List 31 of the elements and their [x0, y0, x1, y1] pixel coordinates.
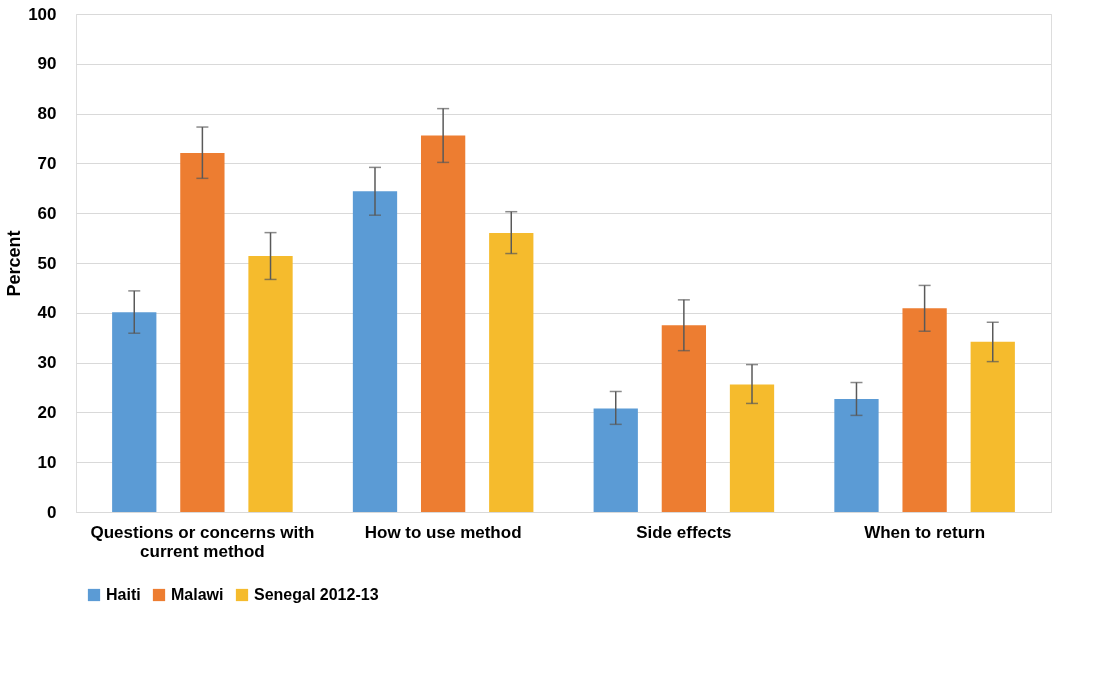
- y-axis-title: Percent: [4, 230, 25, 297]
- bar: [489, 233, 534, 512]
- legend-label: Haiti: [106, 586, 141, 603]
- bar: [970, 341, 1015, 512]
- y-tick-label: 70: [37, 153, 57, 173]
- y-tick-label: 30: [37, 353, 57, 373]
- bar: [834, 398, 879, 512]
- legend-label: Senegal 2012-13: [254, 586, 379, 603]
- bar: [112, 312, 157, 512]
- y-tick-label: 20: [37, 402, 57, 422]
- y-tick-label: 80: [37, 104, 57, 124]
- x-tick-label: Questions or concerns with current method: [90, 522, 315, 561]
- y-tick-label: 40: [37, 303, 57, 323]
- bar: [420, 135, 466, 512]
- bar: [661, 325, 707, 512]
- legend-label: Malawi: [171, 586, 224, 603]
- y-tick-label: 90: [37, 54, 57, 74]
- bar: [248, 256, 293, 512]
- bar: [729, 384, 775, 512]
- y-tick-label: 10: [37, 452, 57, 472]
- bar: [593, 408, 638, 512]
- y-tick-label: 100: [28, 4, 57, 24]
- y-tick-label: 0: [47, 502, 57, 522]
- x-tick-label: Side effects: [636, 522, 732, 542]
- y-tick-label: 60: [37, 203, 57, 223]
- x-tick-label: When to return: [864, 522, 986, 542]
- bar: [180, 152, 225, 512]
- y-tick-label: 50: [37, 253, 57, 273]
- x-tick-label: How to use method: [364, 522, 522, 542]
- bar: [352, 191, 398, 512]
- bar: [902, 308, 947, 512]
